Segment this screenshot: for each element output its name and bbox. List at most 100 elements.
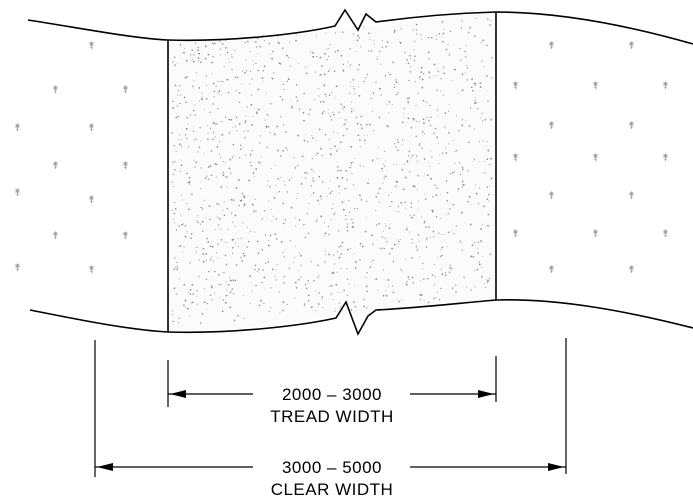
gravel-dot: [225, 176, 227, 178]
gravel-dot: [187, 307, 189, 310]
gravel-dot: [353, 252, 355, 254]
gravel-dot: [198, 146, 201, 148]
gravel-dot: [329, 192, 332, 194]
gravel-dot: [415, 23, 418, 26]
gravel-dot: [346, 121, 348, 123]
gravel-dot: [243, 130, 245, 132]
gravel-dot: [420, 298, 422, 301]
gravel-dot: [393, 31, 396, 33]
gravel-dot: [252, 60, 254, 62]
gravel-dot: [183, 96, 186, 99]
gravel-dot: [171, 181, 173, 183]
gravel-dot: [443, 28, 445, 30]
gravel-dot: [295, 96, 298, 98]
gravel-dot: [345, 170, 347, 172]
gravel-dot: [389, 253, 391, 255]
gravel-dot: [401, 168, 404, 171]
gravel-dot: [403, 117, 405, 119]
gravel-dot: [416, 160, 418, 162]
gravel-dot: [207, 138, 209, 140]
gravel-dot: [196, 303, 199, 305]
gravel-dot: [482, 140, 484, 142]
grass-symbol: ⚵: [628, 265, 635, 275]
gravel-dot: [216, 163, 218, 166]
gravel-dot: [236, 76, 239, 79]
gravel-dot: [312, 177, 314, 180]
gravel-dot: [247, 40, 249, 43]
gravel-dot: [270, 168, 272, 170]
gravel-dot: [408, 155, 410, 157]
gravel-dot: [421, 216, 423, 218]
gravel-dot: [420, 294, 422, 296]
gravel-dot: [232, 221, 234, 223]
gravel-dot: [393, 84, 396, 86]
gravel-dot: [421, 86, 424, 89]
gravel-dot: [411, 216, 413, 219]
gravel-dot: [220, 94, 222, 96]
gravel-dot: [407, 276, 410, 278]
gravel-dot: [186, 137, 188, 139]
gravel-dot: [444, 112, 447, 114]
gravel-dot: [330, 154, 332, 156]
gravel-dot: [482, 223, 484, 225]
gravel-dot: [404, 201, 406, 203]
gravel-dot: [481, 112, 483, 114]
gravel-dot: [223, 65, 225, 67]
gravel-dot: [337, 169, 339, 172]
gravel-dot: [446, 191, 449, 194]
gravel-dot: [259, 162, 261, 164]
gravel-dot: [384, 159, 386, 161]
gravel-dot: [311, 157, 313, 160]
gravel-dot: [438, 232, 440, 234]
gravel-dot: [486, 198, 489, 200]
gravel-dot: [193, 160, 195, 162]
gravel-dot: [297, 164, 299, 167]
gravel-dot: [257, 108, 260, 111]
gravel-dot: [331, 208, 333, 210]
gravel-dot: [227, 78, 229, 80]
gravel-dot: [413, 49, 415, 51]
gravel-dot: [402, 271, 404, 273]
gravel-dot: [361, 245, 364, 248]
gravel-dot: [449, 208, 451, 210]
gravel-dot: [345, 218, 347, 221]
gravel-dot: [400, 203, 402, 205]
gravel-dot: [413, 41, 415, 43]
gravel-dot: [446, 200, 448, 202]
gravel-dot: [267, 239, 269, 241]
gravel-dot: [384, 76, 386, 78]
gravel-dot: [467, 31, 470, 34]
gravel-dot: [320, 101, 322, 103]
gravel-dot: [315, 56, 317, 58]
gravel-dot: [318, 95, 320, 97]
gravel-dot: [452, 139, 454, 141]
gravel-dot: [224, 161, 226, 163]
top-edge-line: [27, 8, 693, 45]
gravel-dot: [409, 97, 411, 99]
gravel-dot: [210, 150, 213, 152]
gravel-dot: [321, 296, 324, 298]
gravel-dot: [206, 85, 207, 86]
gravel-dot: [486, 158, 488, 160]
gravel-dot: [268, 310, 270, 313]
gravel-dot: [413, 59, 416, 62]
gravel-dot: [203, 109, 205, 111]
gravel-dot: [349, 211, 351, 213]
gravel-dot: [234, 214, 237, 217]
gravel-dot: [189, 315, 191, 317]
gravel-dot: [380, 63, 382, 65]
gravel-dot: [225, 46, 227, 49]
gravel-dot: [454, 171, 456, 173]
gravel-dot: [238, 123, 241, 125]
gravel-dot: [256, 270, 258, 272]
gravel-dot: [318, 128, 321, 131]
gravel-dot: [322, 181, 324, 183]
gravel-dot: [346, 248, 349, 251]
gravel-dot: [489, 185, 491, 187]
gravel-dot: [173, 268, 176, 270]
gravel-dot: [244, 71, 246, 74]
gravel-dot: [477, 247, 478, 249]
gravel-dot: [254, 198, 256, 200]
gravel-dot: [478, 263, 481, 266]
gravel-dot: [438, 154, 440, 156]
